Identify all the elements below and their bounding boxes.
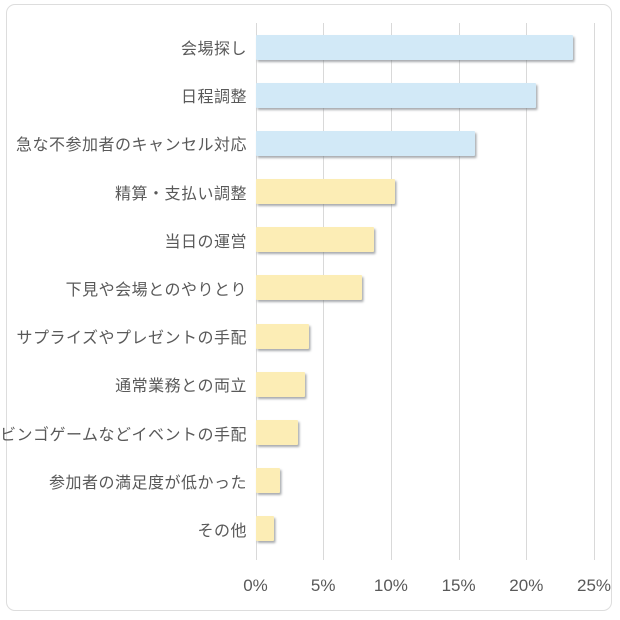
gridline <box>594 23 595 560</box>
category-label: 当日の運営 <box>164 233 247 251</box>
gridline <box>390 23 392 560</box>
bar <box>256 516 274 542</box>
chart-row: 参加者の満足度が低かった <box>0 457 620 505</box>
bar <box>256 323 309 349</box>
category-label: 日程調整 <box>180 89 247 107</box>
bar <box>256 227 374 253</box>
category-label: その他 <box>197 522 247 540</box>
chart-row: サプライズやプレゼントの手配 <box>0 312 620 360</box>
bar <box>256 468 281 494</box>
category-label: 急な不参加者のキャンセル対応 <box>15 137 247 155</box>
chart-row: 会場探し <box>0 23 620 71</box>
category-label: 下見や会場とのやりとり <box>65 281 247 299</box>
chart-row: 急な不参加者のキャンセル対応 <box>0 119 620 167</box>
chart-row: その他 <box>0 505 620 553</box>
chart-row: 通常業務との両立 <box>0 360 620 408</box>
chart-row: ビンゴゲームなどイベントの手配 <box>0 408 620 456</box>
category-label: ビンゴゲームなどイベントの手配 <box>0 426 247 444</box>
chart-row: 下見や会場とのやりとり <box>0 264 620 312</box>
x-tick-label: 20% <box>509 576 544 595</box>
x-tick-label: 5% <box>310 576 336 595</box>
bar <box>256 371 305 397</box>
bar <box>256 130 476 156</box>
gridline <box>458 23 460 560</box>
gridline <box>526 23 528 560</box>
bar <box>256 34 573 60</box>
chart-row: 精算・支払い調整 <box>0 168 620 216</box>
bar <box>256 82 537 108</box>
x-tick-label: 10% <box>373 576 408 595</box>
chart-row: 当日の運営 <box>0 216 620 264</box>
bar <box>256 420 298 446</box>
x-tick-label: 15% <box>441 576 476 595</box>
category-label: サプライズやプレゼントの手配 <box>16 330 247 348</box>
x-tick-label: 0% <box>243 576 268 595</box>
bar <box>256 179 396 205</box>
category-label: 通常業務との両立 <box>115 378 247 396</box>
category-label: 会場探し <box>180 41 247 59</box>
category-label: 精算・支払い調整 <box>114 185 247 203</box>
category-label: 参加者の満足度が低かった <box>48 474 247 492</box>
bar <box>256 275 362 301</box>
x-tick-label: 25% <box>576 576 612 595</box>
chart-row: 日程調整 <box>0 71 620 119</box>
